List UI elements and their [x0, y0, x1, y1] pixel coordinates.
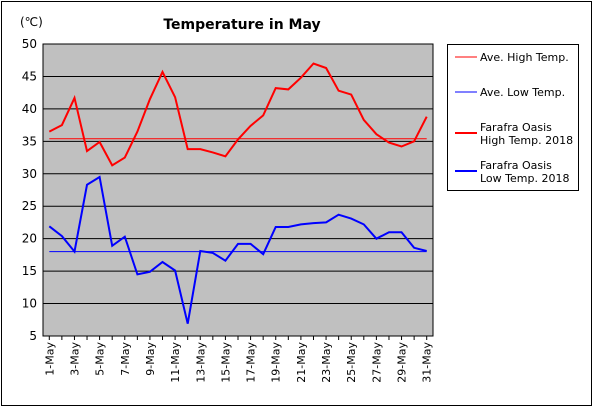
x-tick-label: 9-May	[144, 342, 157, 376]
y-tick-label: 45	[22, 69, 37, 83]
x-tick-label: 13-May	[194, 342, 207, 383]
x-tick-label: 3-May	[68, 342, 81, 376]
legend-box	[447, 44, 579, 191]
series-lines	[48, 62, 428, 324]
y-tick-label: 25	[22, 199, 37, 213]
chart-title: Temperature in May	[163, 17, 320, 33]
legend-label: Ave. High Temp.	[480, 51, 569, 64]
x-tick-label: 15-May	[219, 342, 232, 383]
y-tick-label: 5	[29, 329, 37, 343]
x-tick-label: 23-May	[320, 342, 333, 383]
x-tick-label: 5-May	[94, 342, 107, 376]
legend-label: High Temp. 2018	[480, 134, 573, 147]
y-axis: 5 10 15 20 25 30 35 40 45 50	[22, 37, 37, 343]
legend-label: Low Temp. 2018	[480, 172, 569, 185]
y-tick-label: 40	[22, 102, 37, 116]
x-tick-label: 25-May	[345, 342, 358, 383]
gridlines	[43, 75, 433, 305]
plot-area	[42, 43, 434, 337]
x-tick-label: 19-May	[270, 342, 283, 383]
x-tick-label: 1-May	[43, 342, 56, 376]
y-tick-label: 50	[22, 37, 37, 51]
x-tick-label: 17-May	[245, 342, 258, 383]
y-tick-label: 35	[22, 134, 37, 148]
y-tick-label: 30	[22, 167, 37, 181]
y-tick-label: 10	[22, 297, 37, 311]
x-axis: 1-May 3-May 5-May 7-May 9-May 11-May 13-May 15-…	[43, 336, 434, 383]
series-line-2	[48, 62, 428, 167]
x-tick-label: 7-May	[119, 342, 132, 376]
x-tick-label: 11-May	[169, 342, 182, 383]
x-tick-label: 27-May	[370, 342, 383, 383]
x-tick-label: 31-May	[421, 342, 434, 383]
y-tick-label: 15	[22, 264, 37, 278]
legend: Ave. High Temp. Ave. Low Temp. Farafra Oas…	[447, 44, 579, 191]
unit-label: (℃)	[20, 15, 43, 29]
legend-label: Farafra Oasis	[480, 121, 552, 134]
x-tick-label: 29-May	[396, 342, 409, 383]
legend-label: Ave. Low Temp.	[480, 86, 565, 99]
series-line-3	[48, 175, 427, 324]
legend-label: Farafra Oasis	[480, 159, 552, 172]
x-tick-label: 21-May	[295, 342, 308, 383]
y-tick-label: 20	[22, 232, 37, 246]
